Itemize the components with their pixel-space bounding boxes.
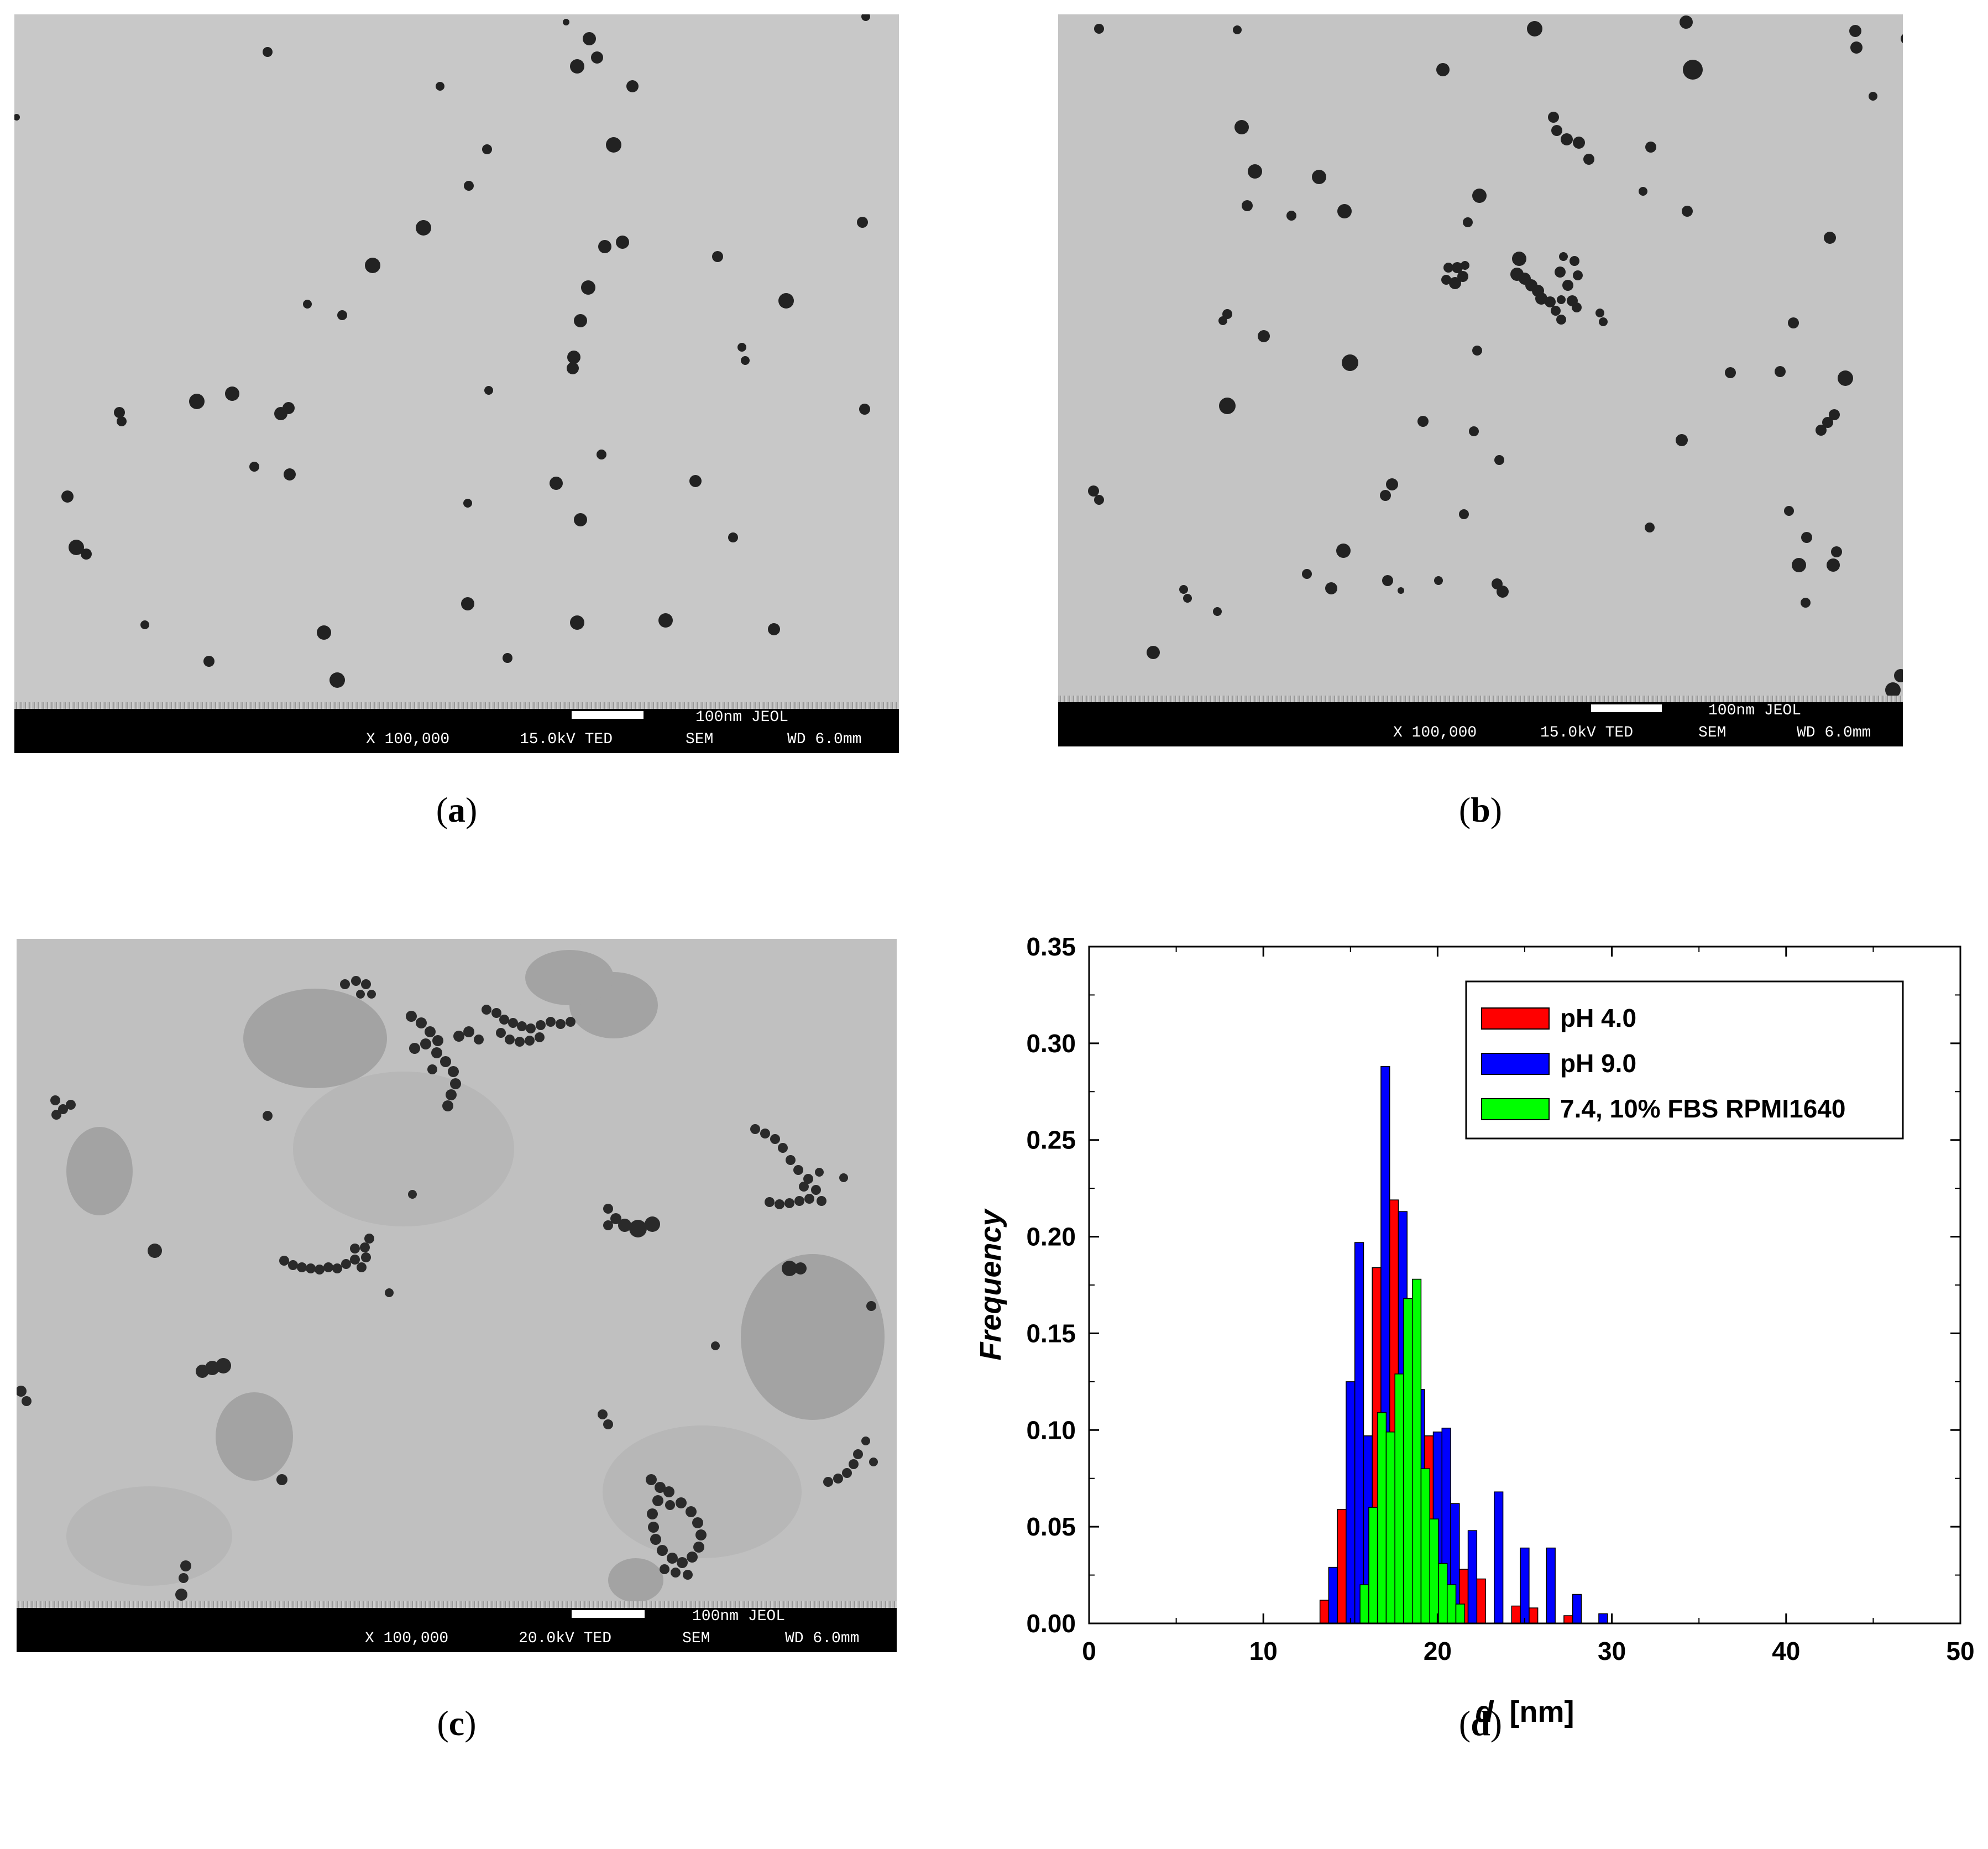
bar-series-2-3	[1385, 1432, 1395, 1624]
sem-kv-b: 15.0kV TED	[1540, 724, 1634, 741]
y-tick-label: 0.05	[1026, 1512, 1076, 1541]
bar-series-2-9	[1438, 1563, 1448, 1624]
caption-a: (a)	[436, 790, 478, 829]
x-tick-label: 50	[1946, 1637, 1974, 1665]
panel-a: 100nm JEOL X 100,000 15.0kV TED SEM WD 6…	[14, 14, 899, 753]
sem-wd-b: WD 6.0mm	[1797, 724, 1871, 741]
legend-swatch-0	[1481, 1007, 1550, 1030]
sem-scale-label-c: 100nm JEOL	[692, 1608, 786, 1625]
panel-b: 100nm JEOL X 100,000 15.0kV TED SEM WD 6…	[1058, 14, 1903, 746]
histogram-chart: 0 10 20 30 40 50 0.00 0.05 0.10 0.15 0.20 0.25 0.30 0…	[974, 932, 1975, 1728]
x-tick-label: 0	[1082, 1637, 1096, 1665]
sem-info-bar-b: 100nm JEOL X 100,000 15.0kV TED SEM WD 6…	[1058, 702, 1903, 746]
sem-mode-c: SEM	[682, 1630, 710, 1647]
sem-info-bar-c: 100nm JEOL X 100,000 20.0kV TED SEM WD 6…	[17, 1608, 897, 1652]
x-axis-label-unit: [nm]	[1510, 1695, 1574, 1728]
bar-series-2-7	[1420, 1468, 1430, 1624]
x-axis-label: d [nm]	[1476, 1695, 1574, 1728]
bar-series-2-11	[1455, 1603, 1466, 1624]
legend-swatch-1	[1481, 1053, 1550, 1075]
bar-series-2-8	[1429, 1518, 1439, 1624]
scale-bar-b	[1591, 704, 1662, 712]
sem-info-bar-a: 100nm JEOL X 100,000 15.0kV TED SEM WD 6…	[14, 709, 899, 753]
sem-mag-a: X 100,000	[366, 731, 450, 748]
y-tick-label: 0.20	[1026, 1223, 1076, 1251]
scale-bar-a	[572, 711, 644, 719]
scale-bar-c	[572, 1610, 645, 1618]
particle-layer-b	[1088, 15, 1903, 709]
bar-series-2-4	[1394, 1373, 1404, 1624]
bar-series-2-10	[1446, 1584, 1457, 1624]
sem-mag-b: X 100,000	[1393, 724, 1477, 741]
bar-series-1-0	[1328, 1566, 1338, 1624]
bar-series-0-11	[1563, 1615, 1573, 1624]
x-tick-label: 40	[1772, 1637, 1800, 1665]
y-tick-label: 0.15	[1026, 1319, 1076, 1347]
particle-layer-a	[14, 14, 870, 688]
bar-series-0-10	[1529, 1607, 1539, 1624]
sem-scale-label-a: 100nm JEOL	[695, 709, 789, 726]
bar-series-1-14	[1546, 1547, 1556, 1624]
bar-series-1-15	[1572, 1594, 1582, 1624]
sem-wd-c: WD 6.0mm	[785, 1630, 860, 1647]
x-tick-label: 20	[1424, 1637, 1452, 1665]
bar-series-1-2	[1354, 1242, 1364, 1624]
y-axis-label: Frequency	[974, 1208, 1007, 1360]
bar-series-1-16	[1598, 1613, 1608, 1624]
y-tick-label: 0.30	[1026, 1029, 1076, 1058]
panel-c: 100nm JEOL X 100,000 20.0kV TED SEM WD 6…	[17, 939, 897, 1652]
y-tick-label: 0.25	[1026, 1126, 1076, 1155]
sem-scale-label-b: 100nm JEOL	[1708, 702, 1802, 719]
legend-swatch-2	[1481, 1098, 1550, 1120]
bar-series-2-6	[1411, 1278, 1422, 1624]
sem-kv-c: 20.0kV TED	[519, 1630, 612, 1647]
x-tick-label: 30	[1598, 1637, 1626, 1665]
sem-image-a: 100nm JEOL X 100,000 15.0kV TED SEM WD 6…	[14, 14, 899, 753]
legend-label-1: pH 9.0	[1560, 1049, 1636, 1078]
bar-series-2-2	[1377, 1412, 1387, 1624]
sem-mag-c: X 100,000	[365, 1630, 449, 1647]
sem-image-b: 100nm JEOL X 100,000 15.0kV TED SEM WD 6…	[1058, 14, 1903, 746]
sem-mode-b: SEM	[1698, 724, 1727, 741]
bars-layer	[1319, 1066, 1608, 1624]
y-tick-label: 0.10	[1026, 1416, 1076, 1444]
bar-series-0-9	[1511, 1605, 1521, 1624]
panel-d: 0 10 20 30 40 50 0.00 0.05 0.10 0.15 0.20 0.25 0.30 0…	[951, 929, 1988, 1747]
bar-series-1-1	[1346, 1381, 1356, 1624]
bar-series-0-8	[1476, 1578, 1486, 1624]
legend-label-0: pH 4.0	[1560, 1004, 1636, 1032]
bar-series-2-1	[1368, 1507, 1378, 1624]
sem-image-c: 100nm JEOL X 100,000 20.0kV TED SEM WD 6…	[17, 939, 897, 1652]
sem-mode-a: SEM	[686, 731, 714, 748]
y-tick-label: 0.00	[1026, 1609, 1076, 1638]
particle-layer-c	[17, 950, 885, 1602]
y-tick-label: 0.35	[1026, 932, 1076, 961]
bar-series-1-13	[1520, 1547, 1530, 1624]
x-tick-label: 10	[1249, 1637, 1278, 1665]
caption-b: (b)	[1458, 790, 1503, 829]
legend: pH 4.0 pH 9.0 7.4, 10% FBS RPMI1640	[1465, 980, 1904, 1140]
legend-label-2: 7.4, 10% FBS RPMI1640	[1560, 1094, 1845, 1123]
bar-series-0-0	[1319, 1600, 1330, 1624]
bar-series-1-12	[1494, 1491, 1504, 1624]
bar-series-2-5	[1403, 1298, 1413, 1624]
bar-series-1-11	[1467, 1530, 1478, 1624]
bar-series-0-1	[1337, 1508, 1347, 1624]
x-axis-label-symbol: d	[1476, 1695, 1494, 1728]
sem-wd-a: WD 6.0mm	[787, 731, 862, 748]
caption-d: (d)	[1458, 1704, 1503, 1743]
bar-series-2-0	[1359, 1584, 1369, 1624]
ticks-layer: 0 10 20 30 40 50 0.00 0.05 0.10 0.15 0.20 0.25 0.30 0…	[1026, 932, 1974, 1665]
caption-c: (c)	[437, 1704, 477, 1743]
sem-kv-a: 15.0kV TED	[520, 731, 613, 748]
